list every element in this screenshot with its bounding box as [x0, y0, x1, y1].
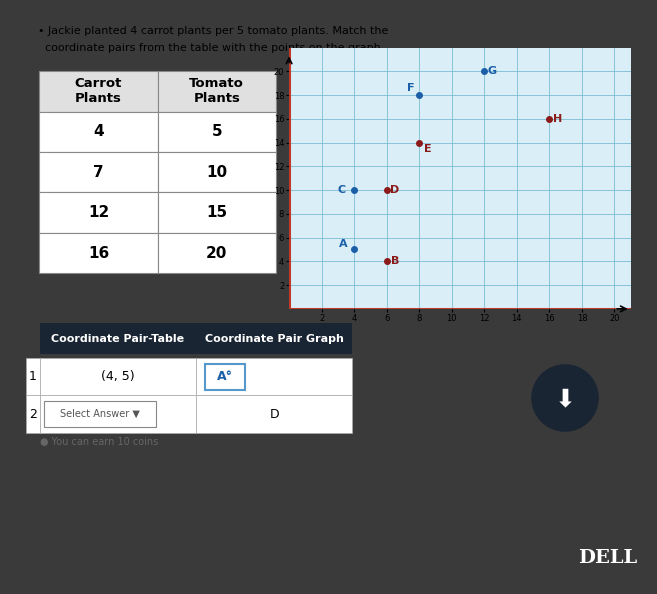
Text: DELL: DELL: [578, 549, 637, 567]
Bar: [26, 396, 39, 433]
Text: A°: A°: [217, 370, 233, 383]
Text: ● You can earn 10 coins: ● You can earn 10 coins: [39, 437, 158, 447]
Text: D: D: [269, 407, 279, 421]
Bar: [26, 358, 39, 396]
Bar: [39, 323, 196, 355]
Text: coordinate pairs from the table with the points on the graph.: coordinate pairs from the table with the…: [38, 43, 385, 53]
Bar: [196, 358, 352, 396]
Text: B: B: [391, 257, 399, 266]
Text: (4, 5): (4, 5): [101, 370, 135, 383]
Text: Coordinate Pair-Table: Coordinate Pair-Table: [51, 334, 185, 344]
Text: • Jackie planted 4 carrot plants per 5 tomato plants. Match the: • Jackie planted 4 carrot plants per 5 t…: [38, 26, 389, 36]
Text: D: D: [390, 185, 399, 195]
Text: 2: 2: [29, 407, 37, 421]
Bar: [39, 396, 196, 433]
Text: F: F: [407, 83, 415, 93]
Circle shape: [532, 365, 598, 431]
Text: Select Answer ▼: Select Answer ▼: [60, 409, 140, 419]
Text: C: C: [337, 185, 345, 195]
Text: E: E: [424, 144, 431, 153]
Bar: [44, 401, 156, 427]
Text: Coordinate Pair Graph: Coordinate Pair Graph: [205, 334, 344, 344]
Text: A: A: [338, 239, 347, 248]
Text: H: H: [553, 114, 562, 124]
Text: G: G: [488, 67, 497, 76]
Bar: [196, 323, 352, 355]
Text: ⬇: ⬇: [555, 387, 576, 412]
Text: 1: 1: [29, 370, 37, 383]
Bar: [39, 358, 196, 396]
Bar: [196, 396, 352, 433]
Bar: [205, 364, 245, 390]
